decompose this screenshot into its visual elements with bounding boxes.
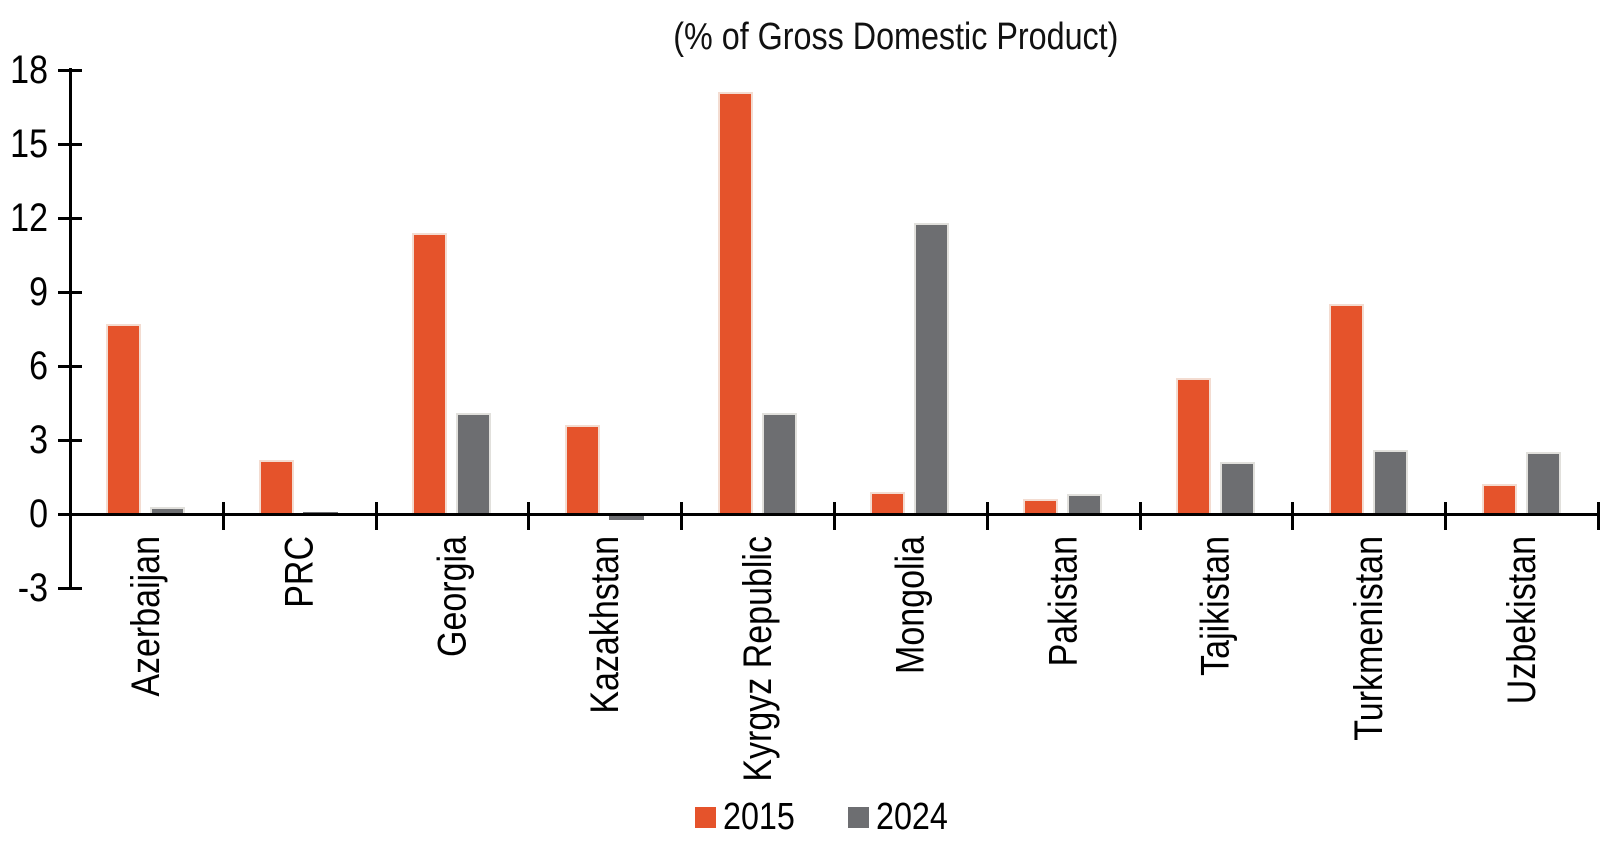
bar-georgia-2015 [412,232,447,514]
x-axis-tick [833,502,836,530]
y-axis-tick [58,143,82,146]
bar-turkmenistan-2015 [1328,304,1364,514]
x-axis-tick [1597,502,1600,530]
x-axis-tick [1138,502,1142,530]
bar-kazakhstan-2024 [608,515,644,520]
bar-uzbekistan-2015 [1481,484,1517,514]
bar-azerbaijan-2024 [150,506,186,514]
y-axis-tick [58,439,82,442]
legend-swatch-2024 [847,806,869,828]
legend-swatch-2015 [694,806,716,828]
bar-tajikistan-2024 [1220,462,1255,514]
x-category-label-prc: PRC [277,536,322,608]
legend-item-2024: 2024 [847,794,961,840]
chart-title-text: (% of Gross Domestic Product) [672,16,1119,58]
bar-azerbaijan-2015 [106,324,142,514]
bar-mongolia-2015 [870,491,906,514]
bar-turkmenistan-2024 [1372,449,1408,514]
bar-pakistan-2015 [1023,499,1059,514]
bar-kyrgyz-republic-2024 [761,412,797,514]
x-category-label-turkmenistan: Turkmenistan [1346,536,1391,741]
bar-mongolia-2024 [914,222,950,514]
x-axis-tick [527,502,531,530]
x-category-label-uzbekistan: Uzbekistan [1499,536,1544,705]
x-category-label-pakistan: Pakistan [1041,536,1086,667]
y-axis-line [69,68,72,590]
x-axis-tick [374,502,378,530]
x-category-label-georgia: Georgia [430,536,474,657]
bar-georgia-2024 [456,412,491,514]
y-tick-label: 9 [29,270,48,314]
y-axis-tick [58,365,82,368]
x-axis-tick [69,502,72,530]
legend: 2015 2024 [0,794,1621,840]
legend-label-2015: 2015 [722,796,795,838]
x-axis-tick [985,502,989,530]
x-category-label-kyrgyz-republic: Kyrgyz Republic [735,536,780,782]
y-axis-tick [58,69,82,72]
y-tick-label: 3 [29,418,48,462]
x-axis-tick [1444,502,1448,530]
x-axis-tick [680,502,684,530]
x-category-label-mongolia: Mongolia [888,536,933,674]
y-tick-label: 6 [29,344,48,388]
legend-label-2024: 2024 [875,796,948,838]
y-axis-tick [58,291,82,294]
bar-tajikistan-2015 [1176,378,1211,514]
bar-prc-2015 [259,459,295,514]
legend-item-2015: 2015 [694,794,808,840]
y-tick-label: 12 [10,196,49,240]
x-category-label-azerbaijan: Azerbaijan [124,536,169,697]
x-category-label-kazakhstan: Kazakhstan [582,536,627,714]
y-tick-label: 15 [10,122,49,166]
x-category-label-tajikistan: Tajikistan [1194,536,1238,676]
y-axis-tick [58,217,82,220]
bar-pakistan-2024 [1067,494,1103,514]
y-tick-label: -3 [17,566,48,610]
bar-kyrgyz-republic-2015 [717,92,753,514]
y-tick-label: 18 [10,48,49,92]
bar-uzbekistan-2024 [1525,452,1561,514]
x-axis-tick [1291,502,1295,530]
y-axis-tick [58,587,82,590]
bar-kazakhstan-2015 [564,425,600,514]
bar-prc-2024 [303,511,339,514]
x-axis-tick [221,502,225,530]
y-tick-label: 0 [29,492,48,536]
chart-title: (% of Gross Domestic Product) [170,16,1621,59]
